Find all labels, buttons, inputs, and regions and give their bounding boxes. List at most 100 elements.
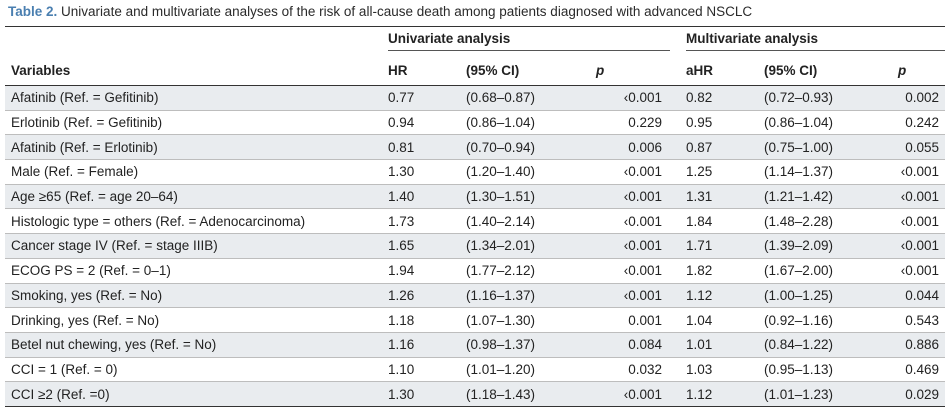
cell-hr: 0.81 [382, 134, 460, 161]
cell-ahr: 1.84 [680, 208, 758, 235]
cell-ahr: 1.12 [680, 283, 758, 309]
cell-adjusted-p: ‹0.001 [866, 258, 946, 284]
cell-ahr: 1.71 [680, 233, 758, 259]
cell-hr: 1.26 [382, 283, 460, 309]
table-row: CCI = 1 (Ref. = 0) 1.10 (1.01–1.20) 0.032 1.… [5, 357, 946, 383]
cell-adjusted-p: ‹0.001 [866, 184, 946, 210]
cell-ci: (0.86–1.04) [460, 110, 568, 136]
univariate-label: Univariate analysis [388, 31, 670, 51]
group-header-multivariate: Multivariate analysis [680, 26, 946, 55]
cell-adjusted-p: 0.002 [866, 85, 946, 111]
cell-p: ‹0.001 [568, 208, 680, 235]
table-row: Erlotinib (Ref. = Gefitinib) 0.94 (0.86–1.… [5, 110, 946, 136]
cell-hr: 1.94 [382, 258, 460, 284]
cell-aci: (0.92–1.16) [758, 307, 866, 333]
cell-aci: (0.86–1.04) [758, 110, 866, 136]
col-header-aci: (95% CI) [758, 55, 866, 86]
cell-ahr: 1.04 [680, 307, 758, 333]
results-table: Univariate analysis Multivariate analysi… [5, 26, 946, 407]
cell-ci: (1.16–1.37) [460, 283, 568, 309]
table-body: Afatinib (Ref. = Gefitinib) 0.77 (0.68–0.8… [5, 85, 946, 407]
cell-ci: (0.98–1.37) [460, 332, 568, 358]
col-header-ci: (95% CI) [460, 55, 568, 86]
cell-p: ‹0.001 [568, 381, 680, 407]
cell-variable: Afatinib (Ref. = Gefitinib) [5, 85, 382, 111]
cell-ahr: 1.82 [680, 258, 758, 284]
cell-ci: (1.40–2.14) [460, 208, 568, 235]
cell-hr: 1.18 [382, 307, 460, 333]
table-caption-label: Table 2. [8, 4, 58, 19]
cell-ci: (1.30–1.51) [460, 184, 568, 210]
group-header-row: Univariate analysis Multivariate analysi… [5, 26, 946, 55]
col-header-p: p [568, 55, 680, 86]
cell-ci: (1.07–1.30) [460, 307, 568, 333]
cell-variable: Smoking, yes (Ref. = No) [5, 283, 382, 309]
table-row: ECOG PS = 2 (Ref. = 0–1) 1.94 (1.77–2.12) ‹… [5, 258, 946, 284]
col-header-variables: Variables [5, 55, 382, 86]
group-header-empty [5, 26, 382, 55]
cell-ci: (1.34–2.01) [460, 233, 568, 259]
cell-ahr: 0.87 [680, 134, 758, 161]
cell-aci: (1.48–2.28) [758, 208, 866, 235]
cell-ahr: 1.12 [680, 381, 758, 407]
cell-adjusted-p: 0.044 [866, 283, 946, 309]
cell-variable: CCI = 1 (Ref. = 0) [5, 357, 382, 383]
cell-ci: (1.77–2.12) [460, 258, 568, 284]
cell-aci: (0.95–1.13) [758, 357, 866, 383]
cell-adjusted-p: 0.543 [866, 307, 946, 333]
cell-p: ‹0.001 [568, 233, 680, 259]
cell-p: ‹0.001 [568, 258, 680, 284]
cell-p: 0.229 [568, 110, 680, 136]
cell-adjusted-p: 0.886 [866, 332, 946, 358]
table-row: Drinking, yes (Ref. = No) 1.18 (1.07–1.30)… [5, 307, 946, 333]
table-caption-text: Univariate and multivariate analyses of … [61, 4, 753, 19]
cell-adjusted-p: ‹0.001 [866, 159, 946, 185]
cell-p: 0.001 [568, 307, 680, 333]
table-row: Afatinib (Ref. = Gefitinib) 0.77 (0.68–0.8… [5, 85, 946, 111]
cell-aci: (0.84–1.22) [758, 332, 866, 358]
cell-p: 0.006 [568, 134, 680, 161]
cell-aci: (1.21–1.42) [758, 184, 866, 210]
table-row: Male (Ref. = Female) 1.30 (1.20–1.40) ‹0.00… [5, 159, 946, 185]
cell-variable: ECOG PS = 2 (Ref. = 0–1) [5, 258, 382, 284]
cell-ahr: 1.03 [680, 357, 758, 383]
cell-aci: (1.39–2.09) [758, 233, 866, 259]
cell-hr: 0.94 [382, 110, 460, 136]
cell-aci: (1.01–1.23) [758, 381, 866, 407]
cell-p: ‹0.001 [568, 159, 680, 185]
cell-adjusted-p: ‹0.001 [866, 208, 946, 235]
cell-hr: 1.40 [382, 184, 460, 210]
cell-variable: Erlotinib (Ref. = Gefitinib) [5, 110, 382, 136]
col-header-hr: HR [382, 55, 460, 86]
cell-variable: Male (Ref. = Female) [5, 159, 382, 185]
table-row: Cancer stage IV (Ref. = stage IIIB) 1.65(… [5, 233, 946, 259]
table-row: CCI ≥2 (Ref. =0) 1.30 (1.18–1.43) ‹0.001 1.1… [5, 381, 946, 407]
cell-aci: (0.72–0.93) [758, 85, 866, 111]
table-row: Histologic type = others (Ref. = Adenoca… [5, 208, 946, 235]
col-header-ahr: aHR [680, 55, 758, 86]
cell-p: ‹0.001 [568, 283, 680, 309]
col-header-adjusted-p: p [866, 55, 946, 86]
cell-ci: (0.70–0.94) [460, 134, 568, 161]
cell-p: 0.032 [568, 357, 680, 383]
cell-adjusted-p: 0.242 [866, 110, 946, 136]
cell-aci: (0.75–1.00) [758, 134, 866, 161]
cell-hr: 1.65 [382, 233, 460, 259]
cell-variable: Afatinib (Ref. = Erlotinib) [5, 134, 382, 161]
cell-ahr: 0.82 [680, 85, 758, 111]
cell-hr: 1.73 [382, 208, 460, 235]
cell-variable: Betel nut chewing, yes (Ref. = No) [5, 332, 382, 358]
cell-ci: (1.18–1.43) [460, 381, 568, 407]
cell-ahr: 1.01 [680, 332, 758, 358]
cell-adjusted-p: 0.055 [866, 134, 946, 161]
table-row: Afatinib (Ref. = Erlotinib) 0.81 (0.70–0.9… [5, 134, 946, 161]
cell-variable: Age ≥65 (Ref. = age 20–64) [5, 184, 382, 210]
cell-adjusted-p: ‹0.001 [866, 233, 946, 259]
table-row: Age ≥65 (Ref. = age 20–64) 1.40 (1.30–1.51… [5, 184, 946, 210]
cell-hr: 1.16 [382, 332, 460, 358]
cell-aci: (1.00–1.25) [758, 283, 866, 309]
cell-ci: (1.01–1.20) [460, 357, 568, 383]
cell-hr: 1.10 [382, 357, 460, 383]
table-row: Smoking, yes (Ref. = No) 1.26 (1.16–1.37) ‹… [5, 283, 946, 309]
cell-ci: (1.20–1.40) [460, 159, 568, 185]
